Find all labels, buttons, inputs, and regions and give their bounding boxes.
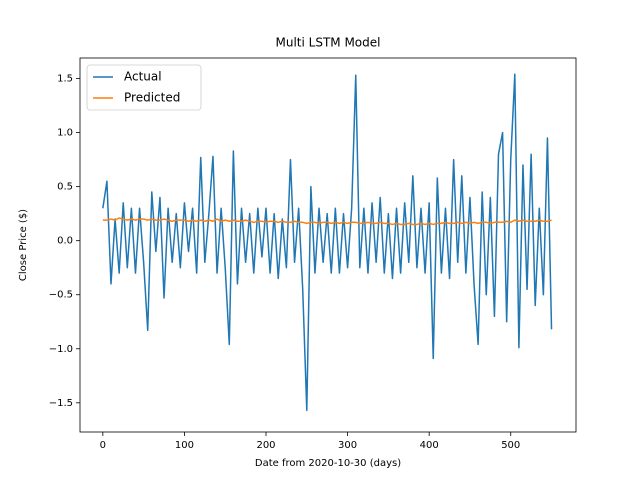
x-tick-label: 300 [338,440,357,451]
y-tick-label: 0.5 [57,182,73,193]
y-tick-label: 0.0 [57,236,73,247]
y-tick-label: 1.0 [57,128,73,139]
y-tick-label: −1.5 [49,398,73,409]
y-tick-label: 1.5 [57,74,73,85]
x-axis-label: Date from 2020-10-30 (days) [255,458,401,469]
plot-frame [79,57,577,433]
x-tick-label: 200 [256,440,275,451]
y-tick-label: −0.5 [49,290,73,301]
legend-label: Actual [124,70,162,84]
legend-label: Predicted [124,91,180,105]
y-tick-label: −1.0 [49,344,73,355]
line-series [102,73,553,412]
x-tick-label: 0 [100,440,106,451]
y-axis-label: Close Price ($) [18,209,29,281]
line-series [102,217,552,226]
x-tick-label: 500 [501,440,520,451]
x-tick-label: 100 [175,440,194,451]
chart-title: Multi LSTM Model [276,36,381,50]
x-tick-label: 400 [420,440,439,451]
legend-box [86,64,202,111]
